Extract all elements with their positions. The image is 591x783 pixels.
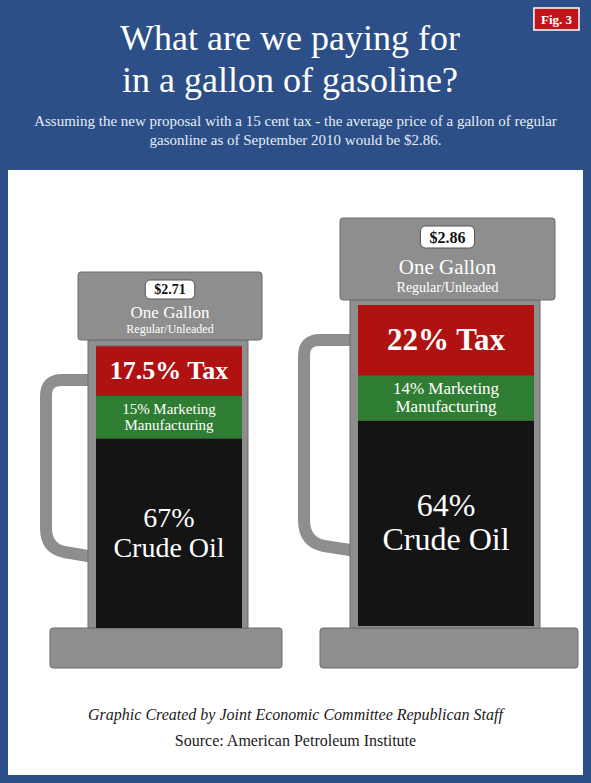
- unit-sublabel: Regular/Unleaded: [126, 322, 213, 336]
- pump-body: [88, 340, 248, 628]
- data-labels: 67%Crude Oil 15% MarketingManufacturing 17…: [110, 356, 229, 563]
- data-labels: 64%Crude Oil 14% MarketingManufacturing 22…: [382, 322, 509, 558]
- figure-badge: Fig. 3: [534, 8, 579, 30]
- price-label: $2.86: [430, 229, 466, 246]
- bar-segment: [96, 438, 242, 628]
- pump-cap: [78, 272, 262, 340]
- data-label: 22% Tax: [387, 322, 506, 357]
- data-label-line: 15% Marketing: [122, 401, 216, 417]
- outer-frame: [0, 0, 591, 783]
- chart-title-line: in a gallon of gasoline?: [122, 60, 458, 100]
- data-label-line: 22% Tax: [387, 322, 506, 357]
- data-label-line: Manufacturing: [124, 417, 214, 433]
- chart-subtitle: Assuming the new proposal with a 15 cent…: [34, 113, 557, 148]
- data-label: 67%Crude Oil: [113, 502, 224, 563]
- bar-segment: [96, 396, 242, 438]
- stacked-segments: [358, 305, 534, 626]
- plot-frame: [358, 305, 534, 626]
- data-label-line: Crude Oil: [113, 532, 224, 563]
- data-label: 14% MarketingManufacturing: [393, 379, 500, 416]
- data-label-line: 17.5% Tax: [110, 356, 229, 385]
- chart-canvas: Fig. 3 What are we paying forin a gallon …: [0, 0, 591, 783]
- pump-base: [320, 628, 578, 668]
- data-label-line: 67%: [143, 502, 194, 533]
- data-label: 64%Crude Oil: [382, 487, 509, 558]
- credit: Graphic Created by Joint Economic Commit…: [88, 706, 505, 724]
- data-label: 15% MarketingManufacturing: [122, 401, 216, 433]
- chart-title: What are we paying forin a gallon of gas…: [120, 18, 460, 100]
- content-panel: [8, 170, 583, 775]
- pump-hose: [46, 380, 88, 556]
- figure-badge-box: [534, 8, 579, 30]
- price-label: $2.71: [154, 282, 186, 297]
- pump-hose: [304, 340, 350, 550]
- bar-segment: [358, 421, 534, 626]
- unit-sublabel: Regular/Unleaded: [397, 280, 499, 295]
- pump-base: [50, 628, 282, 668]
- bar-segment: [358, 305, 534, 376]
- gas-pump: $2.86 One GallonRegular/Unleaded 64%Crude …: [304, 218, 578, 668]
- data-label: 17.5% Tax: [110, 356, 229, 385]
- bar-segment: [358, 376, 534, 421]
- chart-title-line: What are we paying for: [120, 18, 460, 58]
- price-box: [145, 280, 195, 299]
- chart-subtitle-line: Assuming the new proposal with a 15 cent…: [34, 113, 557, 129]
- data-label-line: 14% Marketing: [393, 379, 500, 398]
- unit-label: One Gallon: [131, 303, 210, 322]
- pump-cap: [340, 218, 555, 300]
- gas-pump: $2.71 One GallonRegular/Unleaded 67%Crude …: [46, 272, 282, 668]
- data-label-line: Manufacturing: [395, 397, 497, 416]
- bar-segment: [96, 346, 242, 396]
- stacked-segments: [96, 346, 242, 628]
- chart-subtitle-line: gasonline as of September 2010 would be …: [149, 132, 441, 148]
- figure-label: Fig. 3: [541, 12, 573, 27]
- price-box: [421, 226, 475, 248]
- plot-frame: [96, 345, 242, 628]
- unit-label: One Gallon: [399, 255, 497, 279]
- source: Source: American Petroleum Institute: [175, 732, 416, 749]
- pump-body: [350, 300, 540, 628]
- data-label-line: 64%: [417, 487, 476, 523]
- data-label-line: Crude Oil: [382, 521, 509, 557]
